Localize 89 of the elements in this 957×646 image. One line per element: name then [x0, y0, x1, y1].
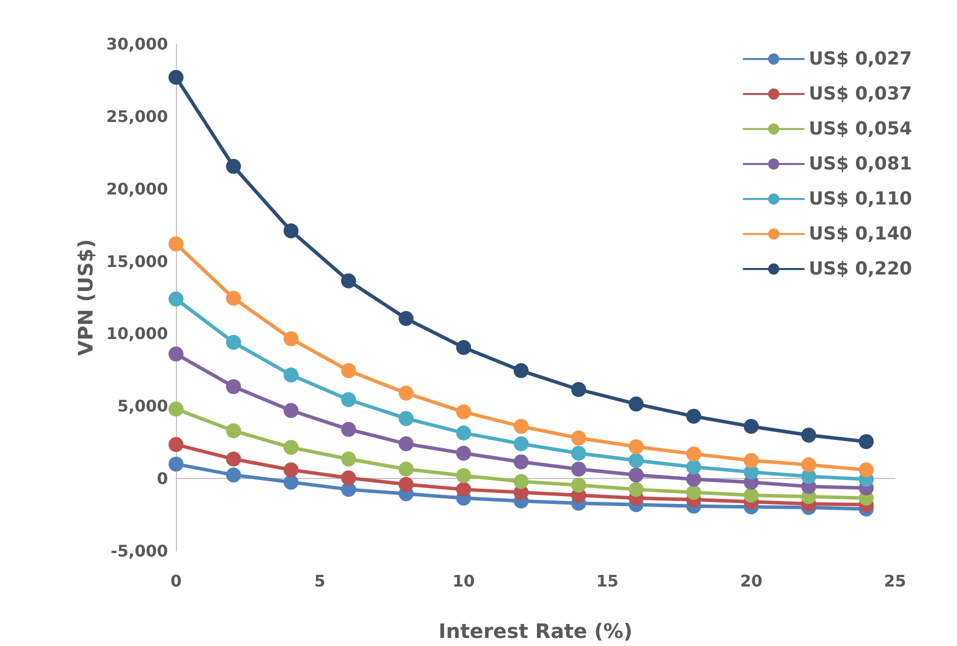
point: [226, 452, 242, 467]
point: [284, 474, 299, 490]
point: [456, 340, 472, 355]
x-tick-label: 5: [314, 572, 326, 590]
y-tick-label: 20,000: [106, 179, 168, 198]
point: [456, 468, 472, 484]
point: [858, 434, 874, 450]
point: [341, 363, 356, 378]
y-axis-title: VPN (US$): [73, 239, 98, 356]
y-tick-label: 25,000: [106, 106, 168, 126]
y-tick-label: 5,000: [117, 396, 168, 416]
point: [398, 462, 414, 477]
legend-label: US$ 0,110: [808, 188, 912, 210]
point: [628, 467, 644, 482]
point: [571, 382, 586, 397]
point: [398, 476, 414, 492]
point: [514, 436, 529, 452]
point: [514, 474, 529, 489]
point: [168, 456, 184, 472]
point: [226, 334, 242, 350]
point: [168, 346, 184, 362]
y-tick-label: 0: [156, 469, 168, 488]
point: [686, 472, 702, 487]
x-axis-title: Interest Rate (%): [438, 619, 632, 643]
point: [686, 459, 702, 474]
point: [514, 363, 529, 378]
legend-label: US$ 0,027: [808, 48, 912, 70]
point: [168, 402, 184, 417]
legend-label: US$ 0,037: [808, 84, 912, 104]
point: [284, 462, 299, 478]
point: [398, 410, 414, 426]
x-tick-label: 20: [740, 572, 762, 590]
point: [571, 478, 586, 493]
point: [168, 70, 184, 85]
x-tick-label: 0: [170, 572, 182, 590]
point: [341, 422, 356, 437]
point: [456, 446, 472, 461]
point: [284, 368, 299, 382]
legend-label: US$ 0,054: [808, 118, 912, 140]
point: [628, 452, 644, 468]
point: [226, 158, 242, 174]
point: [226, 379, 242, 394]
point: [341, 470, 356, 486]
point: [801, 457, 816, 472]
point: [514, 454, 529, 470]
point: [686, 446, 702, 462]
y-tick-label: 15,000: [106, 252, 168, 271]
point: [341, 392, 356, 408]
point: [398, 311, 414, 326]
point: [226, 467, 242, 482]
point: [686, 484, 702, 500]
y-tick-label: -5,000: [110, 542, 168, 560]
point: [168, 236, 184, 252]
point: [226, 423, 242, 438]
point: [284, 223, 299, 238]
point: [571, 446, 586, 461]
point: [341, 273, 356, 288]
point: [686, 408, 702, 424]
legend-label: US$ 0,220: [808, 258, 912, 280]
point: [628, 439, 644, 454]
point: [398, 436, 414, 452]
point: [168, 291, 184, 306]
point: [456, 482, 472, 497]
point: [628, 396, 644, 412]
y-tick-label: 30,000: [106, 34, 168, 54]
point: [858, 462, 874, 478]
point: [456, 404, 472, 420]
point: [744, 488, 759, 503]
point: [514, 418, 529, 434]
point: [284, 402, 299, 418]
x-tick-label: 25: [884, 572, 906, 590]
legend-label: US$ 0,140: [808, 224, 912, 244]
point: [398, 386, 414, 401]
point: [168, 437, 184, 452]
point: [628, 482, 644, 497]
x-tick-label: 10: [452, 572, 475, 590]
point: [571, 462, 586, 477]
point: [284, 440, 299, 455]
point: [226, 290, 242, 306]
y-tick-label: 10,000: [106, 324, 168, 344]
point: [284, 331, 299, 346]
point: [801, 428, 816, 443]
point: [456, 425, 472, 440]
point: [744, 452, 759, 468]
point: [744, 418, 759, 434]
point: [571, 430, 586, 446]
x-tick-label: 15: [596, 572, 619, 590]
legend-label: US$ 0,081: [808, 154, 912, 174]
point: [341, 452, 356, 467]
